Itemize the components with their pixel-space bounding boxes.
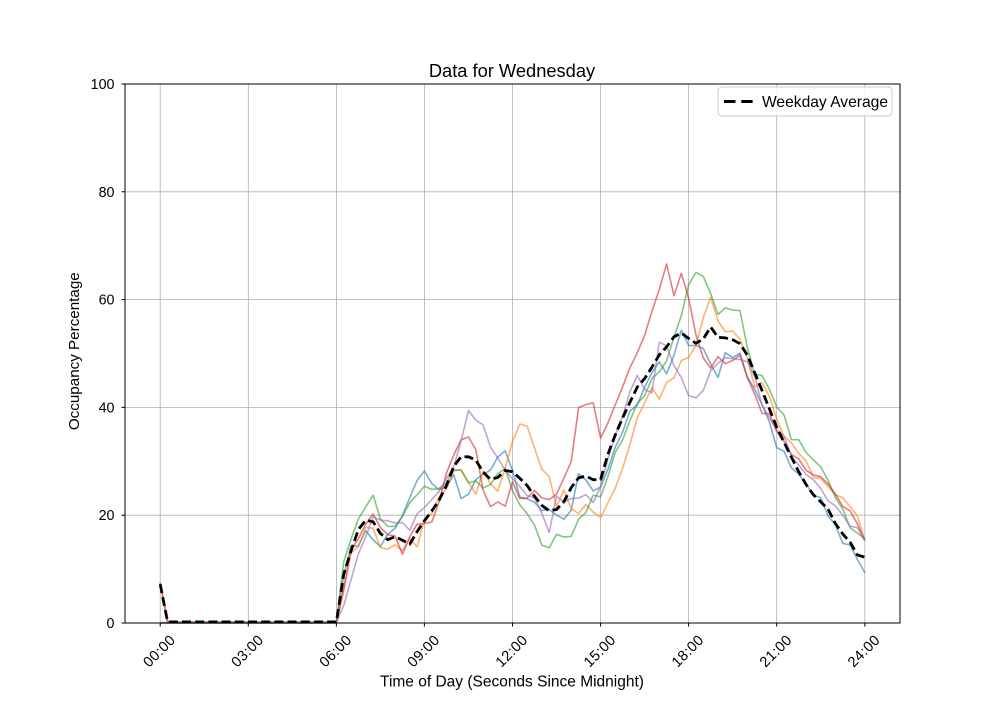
svg-text:80: 80 [99, 185, 115, 201]
svg-text:100: 100 [91, 77, 115, 93]
svg-text:Weekday Average: Weekday Average [762, 94, 888, 111]
svg-text:Data for Wednesday: Data for Wednesday [429, 60, 596, 81]
svg-text:60: 60 [99, 293, 115, 309]
svg-text:0: 0 [107, 616, 115, 632]
svg-text:Occupancy Percentage: Occupancy Percentage [66, 272, 83, 430]
svg-text:20: 20 [99, 508, 115, 524]
svg-text:Time of Day (Seconds Since Mid: Time of Day (Seconds Since Midnight) [380, 674, 644, 691]
svg-text:40: 40 [99, 400, 115, 416]
